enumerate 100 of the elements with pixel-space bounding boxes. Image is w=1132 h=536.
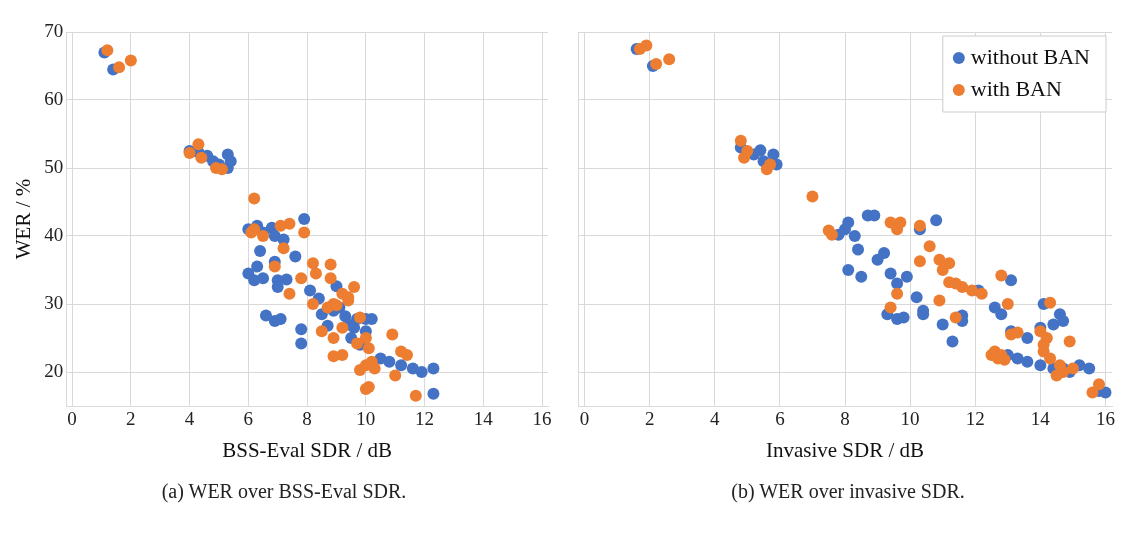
point xyxy=(389,369,402,382)
point xyxy=(848,230,861,242)
point xyxy=(650,57,663,70)
x-tick-label: 12 xyxy=(965,408,985,430)
point xyxy=(289,250,302,263)
point xyxy=(806,190,819,203)
point xyxy=(949,311,962,324)
x-tick-label: 4 xyxy=(710,408,721,430)
x-tick-label: 14 xyxy=(1030,408,1051,430)
point xyxy=(822,224,835,237)
point xyxy=(268,260,281,273)
point xyxy=(1021,355,1034,368)
point xyxy=(842,216,855,229)
point xyxy=(324,258,337,271)
point xyxy=(427,362,440,375)
point xyxy=(1050,369,1063,382)
point xyxy=(1047,318,1060,331)
x-tick-label: 0 xyxy=(67,408,77,430)
x-tick-label: 10 xyxy=(900,408,920,430)
point xyxy=(995,308,1008,321)
point xyxy=(409,389,422,402)
x-tick-label: 6 xyxy=(243,408,254,430)
x-tick-label: 8 xyxy=(302,408,312,430)
point xyxy=(891,277,904,290)
point xyxy=(427,387,440,400)
x-tick-label: 10 xyxy=(356,408,376,430)
point xyxy=(910,291,923,304)
y-tick-label: 20 xyxy=(44,359,64,381)
point xyxy=(362,342,375,355)
point xyxy=(368,362,381,375)
point xyxy=(842,264,855,276)
point xyxy=(1044,296,1057,309)
point xyxy=(995,269,1008,282)
point xyxy=(283,217,296,230)
point xyxy=(324,272,337,285)
point xyxy=(1066,362,1079,375)
point xyxy=(1005,274,1018,287)
x-tick-label: 16 xyxy=(1095,408,1115,430)
x-tick-label: 14 xyxy=(473,408,494,430)
point xyxy=(913,219,926,232)
point xyxy=(295,323,308,336)
point xyxy=(900,270,913,283)
x-tick-label: 12 xyxy=(415,408,435,430)
point xyxy=(640,39,653,52)
point xyxy=(936,318,949,331)
point xyxy=(124,54,137,67)
point xyxy=(298,226,311,239)
point xyxy=(306,298,319,310)
point xyxy=(248,192,261,205)
point xyxy=(1057,315,1070,327)
y-tick-label: 70 xyxy=(44,19,64,41)
point xyxy=(386,328,399,341)
x-tick-label: 6 xyxy=(775,408,785,430)
y-axis-title: WER / % xyxy=(11,178,36,260)
point xyxy=(283,287,296,300)
point xyxy=(383,355,396,368)
x-tick-label: 8 xyxy=(840,408,850,430)
point xyxy=(277,242,290,255)
point xyxy=(304,284,317,297)
point xyxy=(1063,335,1076,348)
point xyxy=(336,321,349,334)
x-tick-label: 4 xyxy=(184,408,195,430)
point xyxy=(295,337,308,350)
y-tick-label: 30 xyxy=(44,291,64,313)
point xyxy=(251,260,264,273)
point xyxy=(852,243,865,256)
point xyxy=(327,332,340,344)
point xyxy=(663,53,676,66)
x-axis-title: Invasive SDR / dB xyxy=(765,437,925,462)
point xyxy=(884,267,897,280)
point xyxy=(359,332,372,344)
point xyxy=(295,272,308,285)
point xyxy=(767,148,780,161)
point xyxy=(738,151,751,164)
point xyxy=(192,138,205,151)
point xyxy=(1044,352,1057,365)
point xyxy=(923,240,936,253)
point xyxy=(956,281,969,293)
point xyxy=(734,134,747,147)
point xyxy=(336,349,349,361)
point xyxy=(764,158,777,171)
legend-label: without BAN xyxy=(970,43,1091,69)
point xyxy=(1021,332,1034,344)
point xyxy=(1034,359,1047,372)
point xyxy=(224,155,237,168)
point xyxy=(897,311,910,324)
point xyxy=(254,244,267,257)
text: (a) WER over BSS-Eval SDR. xyxy=(161,480,407,503)
point xyxy=(1092,378,1105,391)
x-tick-label: 2 xyxy=(644,408,655,430)
point xyxy=(415,366,428,378)
x-tick-label: 16 xyxy=(532,408,552,430)
point xyxy=(1086,386,1099,399)
point xyxy=(754,144,767,157)
point xyxy=(965,284,978,297)
point xyxy=(878,247,891,259)
point xyxy=(280,273,293,286)
point xyxy=(306,257,319,270)
point xyxy=(884,301,897,314)
point xyxy=(259,309,272,322)
